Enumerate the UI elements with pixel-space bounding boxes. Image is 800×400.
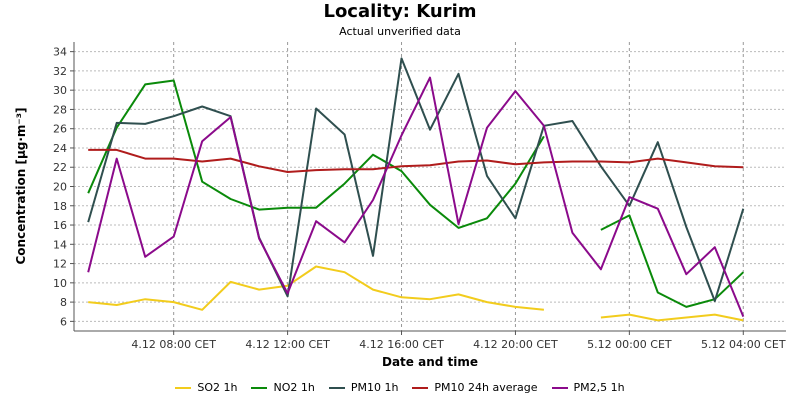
y-tick-label: 8 — [60, 296, 67, 309]
y-tick-label: 12 — [53, 258, 67, 271]
legend-item: PM2,5 1h — [551, 381, 625, 394]
legend-item: NO2 1h — [251, 381, 315, 394]
chart-svg: 6 8 10 12 14 16 18 20 22 24 26 28 30 32 34 4.12 08:00 … — [14, 42, 786, 369]
series-line — [87, 57, 745, 303]
y-tick-label: 10 — [53, 277, 67, 290]
legend-item: SO2 1h — [175, 381, 237, 394]
x-tick-label: 4.12 16:00 CET — [359, 338, 444, 351]
legend-swatch — [175, 386, 192, 389]
y-tick-label: 26 — [53, 123, 67, 136]
legend-swatch — [412, 386, 429, 389]
legend-label: NO2 1h — [273, 381, 315, 394]
y-tick-label: 22 — [53, 161, 67, 174]
legend-item: PM10 1h — [328, 381, 399, 394]
y-tick-label: 14 — [53, 238, 67, 251]
legend-label: PM2,5 1h — [573, 381, 625, 394]
x-axis-title: Date and time — [382, 355, 478, 369]
series-lines — [87, 57, 745, 322]
chart-title: Locality: Kurim — [323, 1, 477, 22]
y-tick-label: 34 — [53, 46, 67, 59]
y-tick-label: 6 — [60, 315, 67, 328]
legend-label: PM10 1h — [350, 381, 399, 394]
x-tick-label: 4.12 08:00 CET — [131, 338, 216, 351]
y-tick-label: 32 — [53, 65, 67, 78]
series-no2-1h — [87, 79, 744, 308]
y-tick-label: 24 — [53, 142, 67, 155]
y-tick-label: 16 — [53, 219, 67, 232]
series-line — [88, 265, 545, 311]
legend-label: SO2 1h — [197, 381, 238, 394]
grid-lines — [74, 42, 786, 331]
series-line — [87, 76, 745, 317]
y-ticks: 6 8 10 12 14 16 18 20 22 24 26 28 30 32 34 — [53, 46, 74, 328]
series-pm2-5-1h — [87, 76, 745, 317]
x-ticks: 4.12 08:00 CET 4.12 12:00 CET 4.12 16:00 C… — [131, 331, 786, 351]
legend-swatch — [551, 386, 568, 389]
series-line — [88, 148, 744, 173]
legend-label: PM10 24h average — [434, 381, 538, 394]
y-tick-label: 20 — [53, 181, 67, 194]
series-so2-1h — [88, 265, 744, 322]
legend-swatch — [251, 386, 268, 389]
series-line — [600, 313, 744, 322]
series-pm10-24h-average — [88, 148, 744, 173]
x-tick-label: 4.12 12:00 CET — [245, 338, 330, 351]
series-line — [600, 214, 744, 308]
y-tick-label: 30 — [53, 84, 67, 97]
legend: SO2 1h NO2 1h PM10 1h PM10 24h average PM2,5… — [0, 381, 800, 394]
series-line — [87, 79, 545, 229]
legend-swatch — [328, 386, 345, 389]
x-tick-label: 5.12 04:00 CET — [701, 338, 786, 351]
y-tick-label: 18 — [53, 200, 67, 213]
x-tick-label: 4.12 20:00 CET — [473, 338, 558, 351]
y-axis-title: Concentration [µg·m⁻³] — [14, 108, 28, 265]
chart-subtitle: Actual unverified data — [339, 25, 461, 38]
legend-item: PM10 24h average — [412, 381, 538, 394]
x-tick-label: 5.12 00:00 CET — [587, 338, 672, 351]
series-pm10-1h — [87, 57, 745, 303]
y-tick-label: 28 — [53, 103, 67, 116]
